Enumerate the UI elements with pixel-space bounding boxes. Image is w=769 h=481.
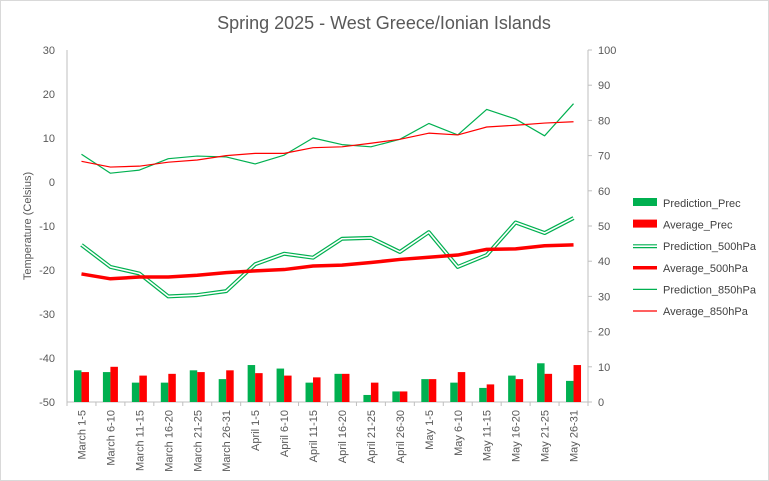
y-tick-label: 10 xyxy=(43,133,55,145)
bar-prediction-prec xyxy=(334,373,342,402)
bar-prediction-prec xyxy=(102,372,111,402)
y-tick-label: 30 xyxy=(43,45,55,57)
x-tick-label: May 21-25 xyxy=(540,410,552,462)
x-tick-label: May 6-10 xyxy=(453,410,465,456)
bar-average-prec xyxy=(255,373,263,402)
x-tick-label: March 11-15 xyxy=(134,410,146,471)
x-tick-label: April 1-5 xyxy=(250,410,262,451)
series-line-prediction-850hpa xyxy=(81,103,574,174)
legend-average-prec-swatch xyxy=(633,219,657,228)
bar-prediction-prec xyxy=(479,387,487,402)
y-tick-label: -50 xyxy=(39,397,55,409)
bar-prediction-prec xyxy=(247,365,256,402)
legend-prediction-prec-swatch xyxy=(633,198,657,206)
y2-tick-label: 70 xyxy=(598,151,610,163)
x-tick-label: May 26-31 xyxy=(569,410,581,462)
legend-prediction-500hpa-label: Prediction_500hPa xyxy=(663,241,757,253)
y2-tick-label: 0 xyxy=(598,397,604,409)
bar-prediction-prec xyxy=(363,394,371,402)
bar-average-prec xyxy=(370,382,379,402)
bar-prediction-prec xyxy=(189,370,198,402)
bar-prediction-prec xyxy=(508,375,516,402)
y2-tick-label: 80 xyxy=(598,115,610,127)
bar-prediction-prec xyxy=(392,391,400,402)
y-axis-title: Temperature (Celsius) xyxy=(22,172,34,280)
bar-prediction-prec xyxy=(276,368,285,402)
bar-prediction-prec xyxy=(73,370,82,402)
x-tick-label: April 21-25 xyxy=(366,410,378,463)
bar-average-prec xyxy=(428,379,437,402)
bar-prediction-prec xyxy=(305,382,314,402)
y2-tick-label: 60 xyxy=(598,186,610,198)
y-tick-label: 20 xyxy=(43,89,55,101)
bar-average-prec xyxy=(457,372,466,402)
x-tick-label: April 11-15 xyxy=(308,410,320,462)
bar-average-prec xyxy=(197,372,205,402)
legend-prediction-850hpa-label: Prediction_850hPa xyxy=(663,284,757,296)
series-line-average-500hpa xyxy=(81,243,574,281)
y2-tick-label: 10 xyxy=(598,362,610,374)
bar-average-prec xyxy=(313,377,321,402)
bar-average-prec xyxy=(139,375,147,402)
bar-average-prec xyxy=(284,375,292,402)
bar-average-prec xyxy=(110,366,118,402)
bar-prediction-prec xyxy=(218,379,227,402)
y-tick-label: -30 xyxy=(39,309,55,321)
bar-average-prec xyxy=(81,372,89,402)
y2-tick-label: 100 xyxy=(598,45,616,57)
y-tick-label: -20 xyxy=(39,265,55,277)
legend-average-850hpa-label: Average_850hPa xyxy=(663,306,749,318)
series-line-average-850hpa xyxy=(81,121,574,168)
y-tick-label: -40 xyxy=(39,353,55,365)
y2-tick-label: 40 xyxy=(598,256,610,268)
bar-average-prec xyxy=(341,373,350,402)
y-tick-label: -10 xyxy=(39,221,55,233)
legend-average-prec-label: Average_Prec xyxy=(663,220,733,232)
y-tick-label: 0 xyxy=(49,177,55,189)
y2-tick-label: 90 xyxy=(598,80,610,92)
x-tick-label: May 16-20 xyxy=(511,410,523,462)
x-tick-label: March 21-25 xyxy=(192,410,204,472)
y2-tick-label: 50 xyxy=(598,221,610,233)
y2-tick-label: 30 xyxy=(598,291,610,303)
bar-average-prec xyxy=(515,379,524,402)
bar-prediction-prec xyxy=(566,380,574,402)
bar-average-prec xyxy=(226,370,234,402)
bar-prediction-prec xyxy=(450,382,458,402)
chart-title: Spring 2025 - West Greece/Ionian Islands xyxy=(217,13,551,33)
x-tick-label: March 16-20 xyxy=(163,410,175,472)
x-tick-label: March 1-5 xyxy=(76,410,88,460)
legend-prediction-prec-label: Prediction_Prec xyxy=(663,198,741,210)
bar-average-prec xyxy=(399,391,408,402)
bar-average-prec xyxy=(544,373,553,402)
x-tick-label: May 1-5 xyxy=(424,410,436,450)
bar-prediction-prec xyxy=(421,379,429,402)
x-tick-label: March 6-10 xyxy=(105,410,117,466)
x-tick-label: April 16-20 xyxy=(337,410,349,463)
bar-prediction-prec xyxy=(160,382,169,402)
bar-average-prec xyxy=(168,373,176,402)
bar-average-prec xyxy=(573,365,582,402)
x-tick-label: April 6-10 xyxy=(279,410,291,457)
x-tick-label: May 11-15 xyxy=(482,410,494,461)
legend-average-500hpa-label: Average_500hPa xyxy=(663,263,749,275)
x-tick-label: April 26-30 xyxy=(395,410,407,463)
bar-prediction-prec xyxy=(131,382,140,402)
x-tick-label: March 26-31 xyxy=(221,410,233,472)
y2-tick-label: 20 xyxy=(598,327,610,339)
bar-average-prec xyxy=(486,384,495,402)
series-line-prediction-500hpa xyxy=(80,216,575,299)
bar-prediction-prec xyxy=(537,363,545,402)
